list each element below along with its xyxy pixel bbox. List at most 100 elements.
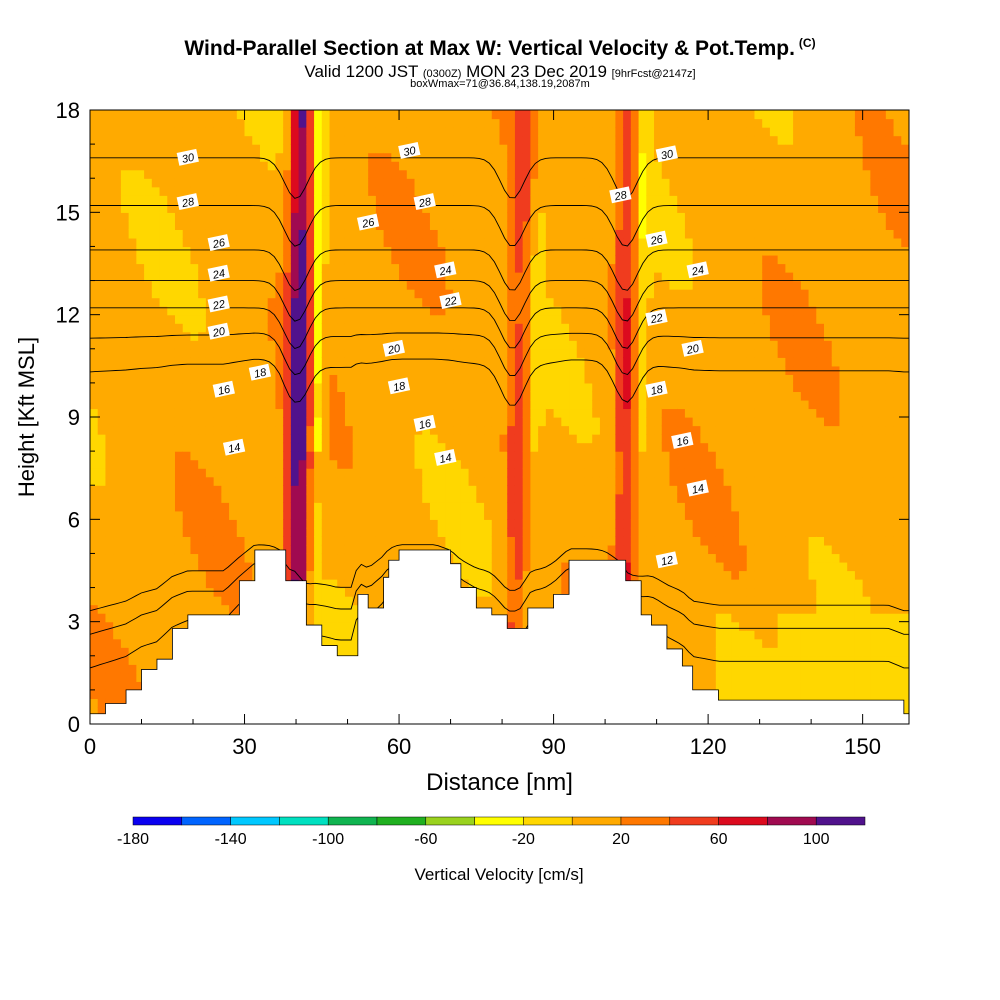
velocity-cell [360, 425, 369, 435]
velocity-cell [136, 229, 145, 239]
velocity-cell [244, 306, 253, 316]
velocity-cell [97, 621, 107, 631]
velocity-cell [283, 127, 292, 137]
velocity-cell [221, 144, 230, 154]
velocity-cell [491, 596, 501, 606]
velocity-cell [244, 476, 253, 486]
velocity-cell [290, 417, 300, 427]
velocity-cell [151, 425, 161, 435]
velocity-cell [514, 596, 524, 606]
velocity-cell [383, 314, 392, 324]
velocity-cell [97, 169, 107, 179]
velocity-cell [368, 544, 377, 555]
velocity-cell [167, 519, 176, 529]
velocity-cell [615, 476, 624, 486]
velocity-cell [314, 451, 323, 461]
velocity-cell [468, 451, 477, 461]
velocity-cell [375, 468, 385, 478]
velocity-cell [460, 263, 470, 273]
velocity-cell [314, 237, 323, 248]
velocity-cell [599, 493, 609, 503]
velocity-cell [290, 527, 300, 537]
velocity-cell [174, 365, 184, 375]
velocity-cell [522, 357, 532, 367]
velocity-cell [283, 340, 292, 350]
velocity-cell [205, 195, 215, 205]
velocity-cell [360, 186, 369, 196]
velocity-cell [205, 314, 215, 324]
velocity-cell [329, 246, 338, 256]
velocity-cell [290, 476, 300, 486]
velocity-cell [561, 408, 570, 418]
velocity-cell [576, 272, 586, 282]
velocity-cell [120, 178, 130, 188]
velocity-cell [329, 408, 338, 418]
velocity-cell [429, 493, 439, 503]
velocity-cell [484, 553, 493, 563]
velocity-cell [283, 391, 292, 401]
velocity-cell [429, 485, 439, 495]
velocity-cell [499, 587, 508, 597]
velocity-cell [167, 178, 176, 188]
velocity-cell [90, 459, 99, 469]
velocity-cell [476, 135, 485, 145]
velocity-cell [522, 613, 532, 623]
velocity-cell [174, 579, 184, 589]
velocity-cell [144, 178, 153, 188]
velocity-cell [144, 169, 153, 179]
velocity-cell [90, 536, 99, 546]
velocity-cell [205, 382, 215, 393]
velocity-cell [290, 178, 300, 188]
velocity-cell [267, 544, 277, 555]
velocity-cell [267, 331, 277, 341]
velocity-cell [576, 468, 586, 478]
velocity-cell [198, 570, 207, 580]
velocity-cell [144, 340, 153, 350]
velocity-cell [468, 417, 477, 427]
velocity-cell [491, 502, 501, 512]
velocity-cell [290, 220, 300, 230]
velocity-cell [491, 417, 501, 427]
velocity-cell [259, 391, 269, 401]
velocity-cell [607, 485, 616, 495]
velocity-cell [460, 391, 470, 401]
velocity-cell [182, 561, 192, 572]
velocity-cell [321, 579, 331, 589]
velocity-cell [545, 434, 555, 444]
velocity-cell [113, 399, 122, 410]
velocity-cell [321, 323, 331, 333]
velocity-cell [144, 604, 153, 614]
velocity-cell [344, 272, 354, 282]
velocity-cell [406, 237, 416, 248]
velocity-cell [198, 289, 207, 299]
velocity-cell [344, 229, 354, 239]
velocity-cell [507, 152, 516, 162]
velocity-cell [429, 536, 439, 546]
velocity-cell [344, 110, 354, 120]
velocity-cell [429, 186, 439, 196]
velocity-cell [460, 544, 470, 555]
velocity-cell [491, 459, 501, 469]
velocity-cell [105, 237, 114, 248]
velocity-cell [584, 408, 593, 418]
velocity-cell [151, 587, 161, 597]
velocity-cell [399, 203, 408, 213]
velocity-cell [530, 510, 539, 520]
velocity-cell [252, 289, 261, 299]
velocity-cell [592, 417, 601, 427]
velocity-cell [321, 544, 331, 555]
velocity-cell [105, 161, 114, 171]
velocity-cell [429, 263, 439, 273]
velocity-cell [538, 570, 547, 580]
velocity-cell [468, 280, 477, 290]
velocity-cell [368, 459, 377, 469]
velocity-cell [507, 237, 516, 248]
velocity-cell [615, 536, 624, 546]
velocity-cell [375, 579, 385, 589]
velocity-cell [198, 519, 207, 529]
velocity-cell [507, 246, 516, 256]
velocity-cell [453, 348, 462, 358]
velocity-cell [151, 382, 161, 393]
velocity-cell [190, 451, 199, 461]
velocity-cell [375, 374, 385, 384]
